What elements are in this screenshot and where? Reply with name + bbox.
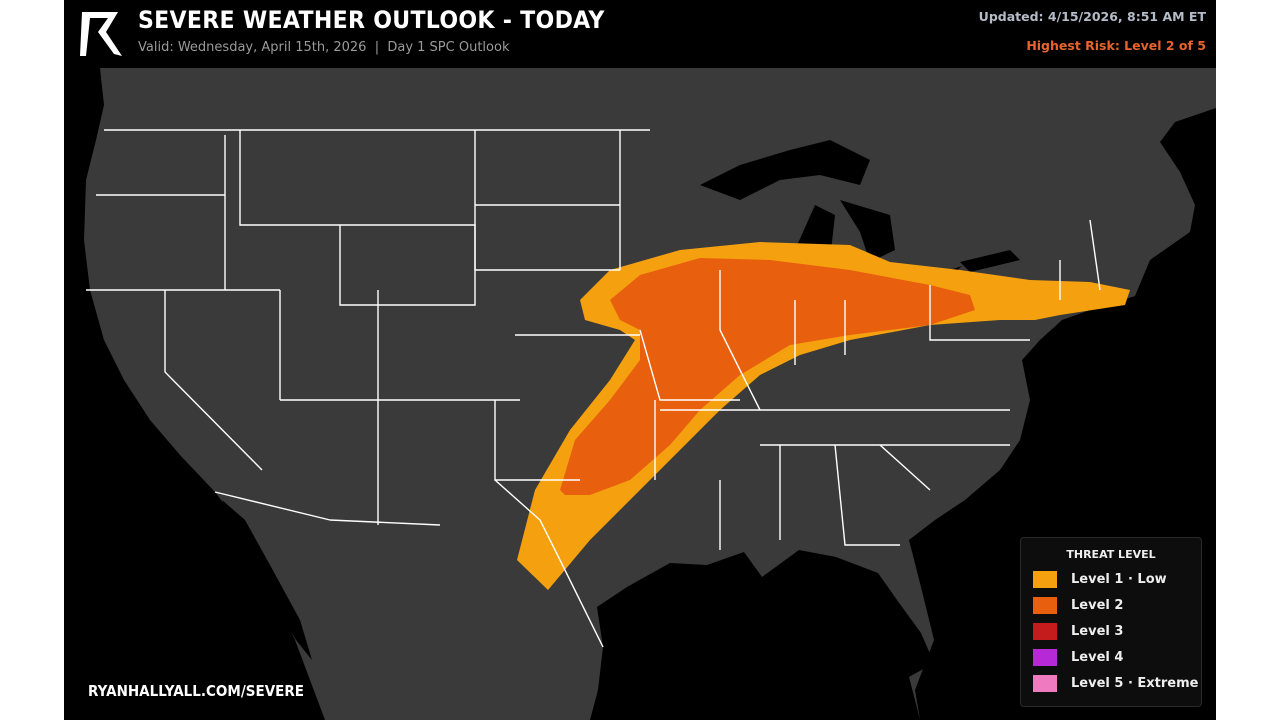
lake-huron xyxy=(840,200,895,262)
footer-url: RYANHALLYALL.COM/SEVERE xyxy=(88,682,304,700)
updated-timestamp: Updated: 4/15/2026, 8:51 AM ET xyxy=(978,9,1206,24)
legend-label: Level 5 · Extreme xyxy=(1071,675,1199,691)
ryan-hall-logo xyxy=(80,12,122,56)
gulf-of-mexico xyxy=(590,550,934,720)
legend-label: Level 2 xyxy=(1071,597,1124,613)
legend-label: Level 3 xyxy=(1071,623,1124,639)
state-borders xyxy=(86,129,1101,648)
legend-item-level-3: Level 3 xyxy=(1033,621,1123,641)
us-map xyxy=(64,68,1216,720)
risk-area-level-2 xyxy=(560,258,975,495)
outlook-graphic: SEVERE WEATHER OUTLOOK - TODAY Valid: We… xyxy=(64,0,1216,720)
gulf-of-california xyxy=(222,500,312,660)
swatch xyxy=(1033,622,1057,640)
legend-title: THREAT LEVEL xyxy=(1066,548,1156,561)
legend-item-level-4: Level 4 xyxy=(1033,647,1123,667)
swatch xyxy=(1033,674,1057,692)
swatch xyxy=(1033,570,1057,588)
valid-date-subtitle: Valid: Wednesday, April 15th, 2026 | Day… xyxy=(138,40,510,55)
page-title: SEVERE WEATHER OUTLOOK - TODAY xyxy=(138,6,605,34)
swatch xyxy=(1033,648,1057,666)
legend-item-level-1: Level 1 · Low xyxy=(1033,569,1167,589)
legend-label: Level 1 · Low xyxy=(1071,571,1167,587)
highest-risk-label: Highest Risk: Level 2 of 5 xyxy=(1026,38,1206,53)
legend-item-level-2: Level 2 xyxy=(1033,595,1123,615)
lake-superior xyxy=(700,140,870,200)
threat-level-legend: THREAT LEVEL Level 1 · Low Level 2 Level… xyxy=(1020,537,1202,707)
lake-ontario xyxy=(960,250,1020,272)
pacific-ocean xyxy=(64,68,325,720)
swatch xyxy=(1033,596,1057,614)
legend-label: Level 4 xyxy=(1071,649,1124,665)
legend-item-level-5: Level 5 · Extreme xyxy=(1033,673,1198,693)
